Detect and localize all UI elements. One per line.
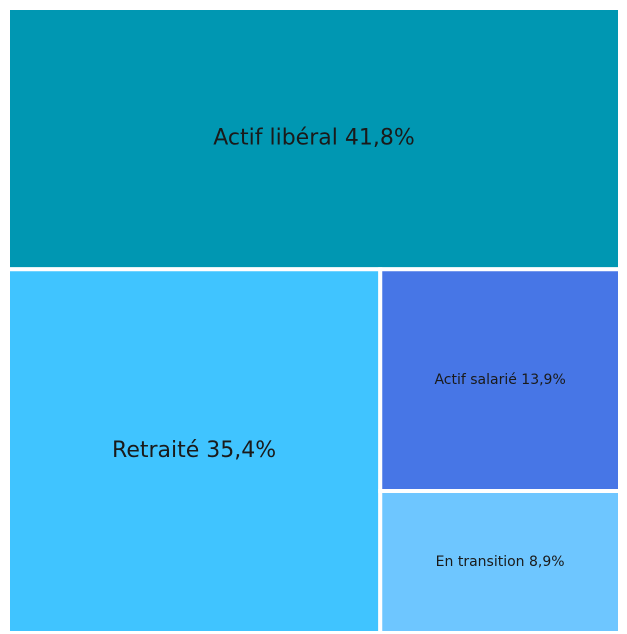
value-label: 41,8% xyxy=(345,126,415,151)
value-label: 8,9% xyxy=(529,554,565,570)
cell-label: Actif libéral 41,8% xyxy=(213,126,415,151)
cell-label: Retraité 35,4% xyxy=(112,438,276,463)
category-name: Actif libéral xyxy=(213,126,338,151)
treemap-cell xyxy=(6,6,622,272)
category-name: Retraité xyxy=(112,438,199,463)
value-label: 13,9% xyxy=(521,372,565,388)
cell-label: Actif salarié 13,9% xyxy=(434,372,565,388)
category-name: En transition xyxy=(436,554,525,570)
value-label: 35,4% xyxy=(206,438,276,463)
treemap-cell xyxy=(378,489,623,634)
category-name: Actif salarié xyxy=(434,372,516,388)
treemap-cell xyxy=(378,267,623,494)
cell-label: En transition 8,9% xyxy=(436,554,565,570)
treemap-cell xyxy=(6,267,383,634)
